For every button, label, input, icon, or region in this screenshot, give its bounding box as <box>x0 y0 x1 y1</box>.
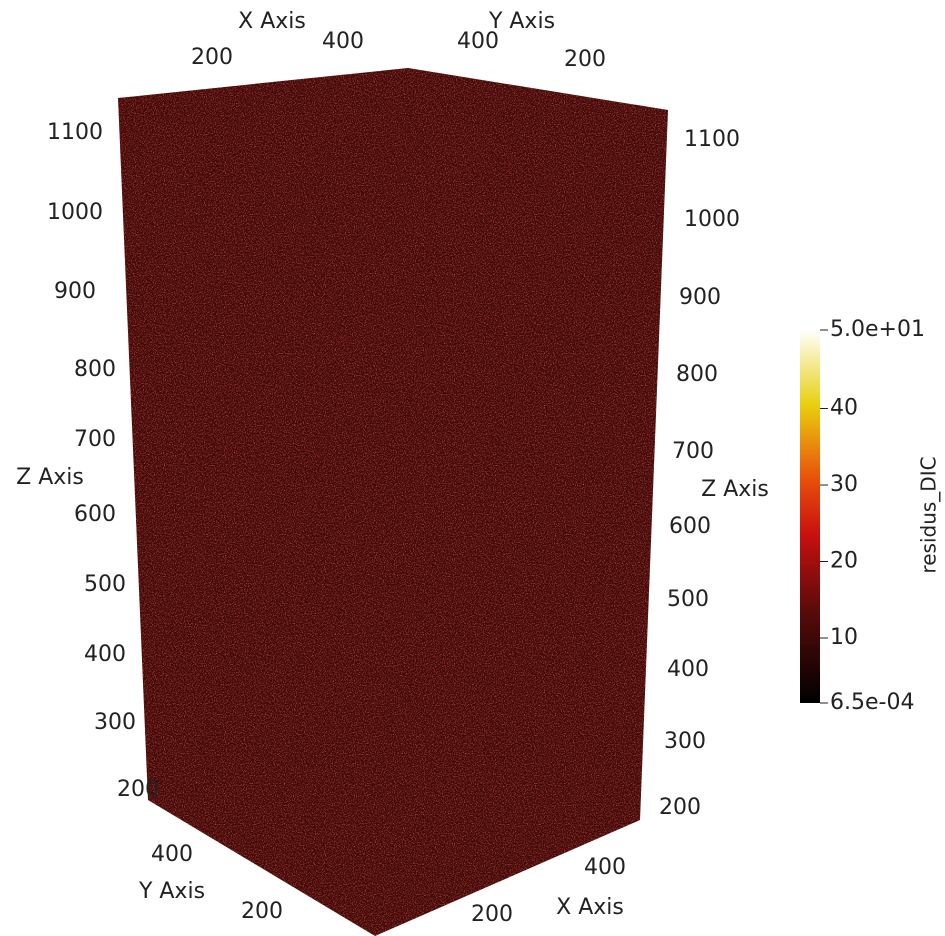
axis-title: Y Axis <box>138 879 205 904</box>
axis-tick-label: 200 <box>117 777 159 802</box>
axis-tick-label: 400 <box>151 842 193 867</box>
axis-tick-label: 300 <box>664 729 706 754</box>
axis-title: Z Axis <box>701 477 769 502</box>
axis-tick-label: 200 <box>564 47 606 72</box>
axis-tick-label: 600 <box>74 502 116 527</box>
axis-tick-label: 1000 <box>47 200 103 225</box>
axis-tick-label: 1000 <box>684 207 740 232</box>
axis-tick-label: 200 <box>191 45 233 70</box>
axis-title: X Axis <box>556 895 624 920</box>
colorbar-label: 5.0e+01 <box>830 317 925 342</box>
axis-title: X Axis <box>238 9 306 34</box>
axis-tick-label: 1100 <box>47 120 103 145</box>
axis-tick-label: 400 <box>584 855 626 880</box>
axis-tick-label: 400 <box>667 657 709 682</box>
colorbar-label: 20 <box>830 549 858 574</box>
colorbar <box>800 330 820 703</box>
colorbar-label: 6.5e-04 <box>830 690 914 715</box>
axis-tick-label: 800 <box>676 362 718 387</box>
axis-tick-label: 500 <box>667 587 709 612</box>
axis-title: Z Axis <box>16 465 84 490</box>
colorbar-label: 40 <box>830 396 858 421</box>
axis-tick-label: 400 <box>457 29 499 54</box>
axis-tick-label: 400 <box>84 642 126 667</box>
axis-tick-label: 200 <box>471 902 513 927</box>
axis-tick-label: 400 <box>322 29 364 54</box>
colorbar-label: 10 <box>830 625 858 650</box>
axis-tick-label: 600 <box>669 514 711 539</box>
axis-tick-label: 200 <box>241 899 283 924</box>
axis-title: Y Axis <box>488 9 555 34</box>
axis-tick-label: 300 <box>94 710 136 735</box>
axis-tick-label: 900 <box>679 285 721 310</box>
axis-tick-label: 800 <box>74 357 116 382</box>
colorbar-title: residus_DIC <box>917 456 941 573</box>
axis-tick-label: 700 <box>74 427 116 452</box>
volume-box <box>118 68 668 936</box>
axis-tick-label: 500 <box>84 572 126 597</box>
colorbar-label: 30 <box>830 472 858 497</box>
axis-tick-label: 200 <box>659 795 701 820</box>
axis-tick-label: 1100 <box>684 127 740 152</box>
axis-tick-label: 900 <box>54 279 96 304</box>
axis-tick-label: 700 <box>672 439 714 464</box>
box-texture <box>118 68 668 936</box>
